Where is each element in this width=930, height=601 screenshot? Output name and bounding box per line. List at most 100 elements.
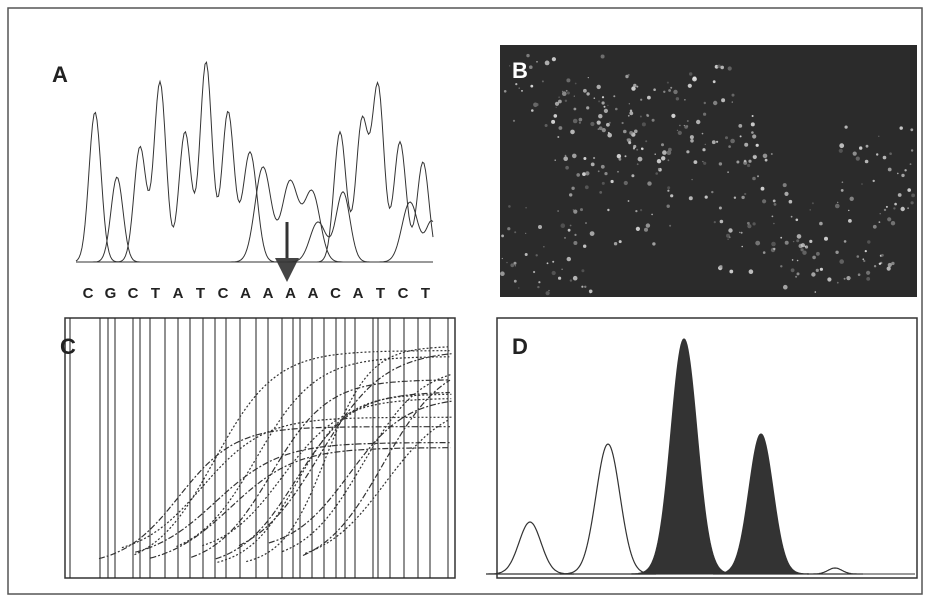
speckle [598,126,603,130]
speckle [762,199,767,204]
speckle [886,266,891,271]
speckle [640,209,643,212]
speckle [878,135,880,137]
speckle [684,99,686,101]
speckle [713,221,716,224]
speckle [675,97,680,101]
speckle [598,100,601,103]
speckle [712,80,716,84]
curve [282,374,451,553]
speckle [755,240,761,246]
speckle [541,80,544,83]
speckle [573,209,578,214]
speckle [849,277,852,279]
arrow-head [275,258,299,282]
speckle [640,98,643,101]
speckle [645,223,651,228]
speckle [782,183,787,188]
speckle [748,159,752,163]
speckle [563,156,568,161]
speckle [762,251,766,254]
speckle [535,103,539,107]
speckle [911,193,915,198]
speckle [897,172,899,175]
speckle [561,268,563,270]
speckle [572,275,578,281]
speckle [800,243,806,248]
speckle [627,200,630,202]
speckle [773,203,777,206]
base-letter: C [330,285,341,302]
speckle [716,140,719,143]
speckle [633,144,637,149]
speckle [551,57,557,62]
speckle [558,99,562,104]
speckle [719,265,723,269]
curve [217,393,452,563]
speckle [606,122,610,127]
speckle [727,171,729,174]
speckle [583,244,587,248]
speckle [509,65,511,67]
speckle [657,167,661,171]
speckle [689,72,693,76]
speckle [601,96,605,99]
speckle [809,209,811,211]
speckle [783,284,788,290]
speckle [899,126,903,130]
speckle [573,107,577,111]
curve [246,346,451,563]
speckle [552,260,555,263]
speckle [615,107,618,111]
speckle [570,129,575,135]
speckle [669,224,672,227]
speckle [891,261,895,266]
speckle [671,113,676,118]
speckle [644,227,648,232]
speckle [907,207,909,210]
speckle [687,83,692,88]
speckle [689,135,694,140]
speckle [824,236,828,241]
speckle [725,136,728,140]
speckle [583,88,587,93]
speckle [790,215,793,218]
speckle [743,159,747,163]
speckle [656,159,662,164]
speckle [607,132,612,138]
panel-c: C [60,317,456,579]
speckle [721,98,726,103]
speckle [881,253,884,257]
speckle [578,117,583,122]
speckle [897,193,902,197]
speckle [667,186,671,190]
speckle [546,262,549,265]
speckle [610,179,614,184]
speckle [628,141,632,145]
speckle [553,114,558,118]
speckle [814,291,817,293]
speckle [537,285,540,289]
speckle [507,227,511,231]
trace [76,190,434,263]
curve [190,379,450,558]
speckle [819,221,823,226]
speckle [910,128,914,132]
speckle [741,245,743,248]
speckle [855,156,860,161]
speckle [636,163,639,166]
speckle [645,140,648,143]
speckle [538,281,541,284]
speckle [727,238,729,240]
speckle [846,276,851,281]
speckle [887,262,892,268]
speckle [632,147,636,150]
speckle [543,246,545,248]
speckle [704,143,706,146]
speckle [525,206,527,209]
speckle [792,240,795,243]
speckle [635,210,638,213]
speckle [569,279,573,282]
speckle [893,207,896,210]
